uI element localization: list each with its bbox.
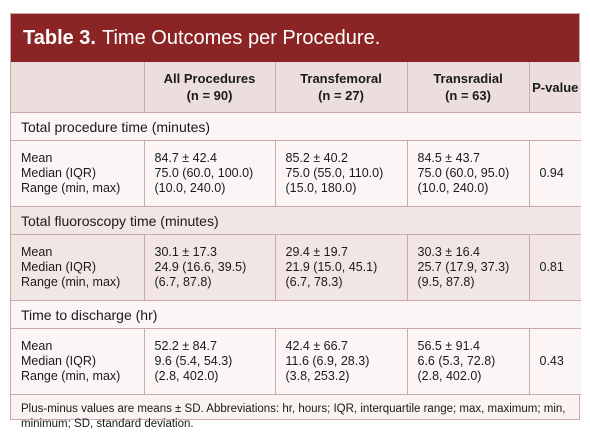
header-empty [11, 62, 145, 113]
cell-transfemoral: 29.4 ± 19.7 21.9 (15.0, 45.1) (6.7, 78.3… [275, 234, 408, 301]
header-all-procedures: All Procedures (n = 90) [144, 62, 276, 113]
row-labels: Mean Median (IQR) Range (min, max) [11, 234, 145, 301]
table-row: Mean Median (IQR) Range (min, max) 30.1 … [11, 234, 581, 301]
outcomes-table: All Procedures (n = 90) Transfemoral (n … [11, 62, 581, 395]
cell-transfemoral: 85.2 ± 40.2 75.0 (55.0, 110.0) (15.0, 18… [275, 140, 408, 207]
table-title-text: Time Outcomes per Procedure. [102, 26, 381, 49]
section-row: Total fluoroscopy time (minutes) [11, 206, 581, 235]
cell-transradial: 56.5 ± 91.4 6.6 (5.3, 72.8) (2.8, 402.0) [407, 328, 530, 395]
table-title: Table 3. Time Outcomes per Procedure. [11, 14, 579, 62]
section-empty [529, 112, 581, 141]
header-transradial: Transradial (n = 63) [407, 62, 530, 113]
section-empty [529, 300, 581, 329]
cell-p-value: 0.43 [529, 328, 581, 395]
cell-transradial: 30.3 ± 16.4 25.7 (17.9, 37.3) (9.5, 87.8… [407, 234, 530, 301]
cell-p-value: 0.81 [529, 234, 581, 301]
header-row: All Procedures (n = 90) Transfemoral (n … [11, 62, 581, 113]
cell-all: 30.1 ± 17.3 24.9 (16.6, 39.5) (6.7, 87.8… [144, 234, 276, 301]
table-card: Table 3. Time Outcomes per Procedure. Al… [10, 13, 581, 430]
row-labels: Mean Median (IQR) Range (min, max) [11, 328, 145, 395]
section-name: Total fluoroscopy time (minutes) [11, 206, 529, 235]
header-transfemoral: Transfemoral (n = 27) [275, 62, 408, 113]
cell-all: 52.2 ± 84.7 9.6 (5.4, 54.3) (2.8, 402.0) [144, 328, 276, 395]
section-name: Time to discharge (hr) [11, 300, 529, 329]
table-row: Mean Median (IQR) Range (min, max) 52.2 … [11, 328, 581, 395]
cell-transradial: 84.5 ± 43.7 75.0 (60.0, 95.0) (10.0, 240… [407, 140, 530, 207]
cell-p-value: 0.94 [529, 140, 581, 207]
cell-all: 84.7 ± 42.4 75.0 (60.0, 100.0) (10.0, 24… [144, 140, 276, 207]
header-p-value: P-value [529, 62, 581, 113]
section-row: Total procedure time (minutes) [11, 112, 581, 141]
section-row: Time to discharge (hr) [11, 300, 581, 329]
row-labels: Mean Median (IQR) Range (min, max) [11, 140, 145, 207]
table-footnote: Plus-minus values are means ± SD. Abbrev… [21, 403, 566, 430]
table-row: Mean Median (IQR) Range (min, max) 84.7 … [11, 140, 581, 207]
cell-transfemoral: 42.4 ± 66.7 11.6 (6.9, 28.3) (3.8, 253.2… [275, 328, 408, 395]
section-empty [529, 206, 581, 235]
section-name: Total procedure time (minutes) [11, 112, 529, 141]
table-number: Table 3. [23, 26, 96, 49]
